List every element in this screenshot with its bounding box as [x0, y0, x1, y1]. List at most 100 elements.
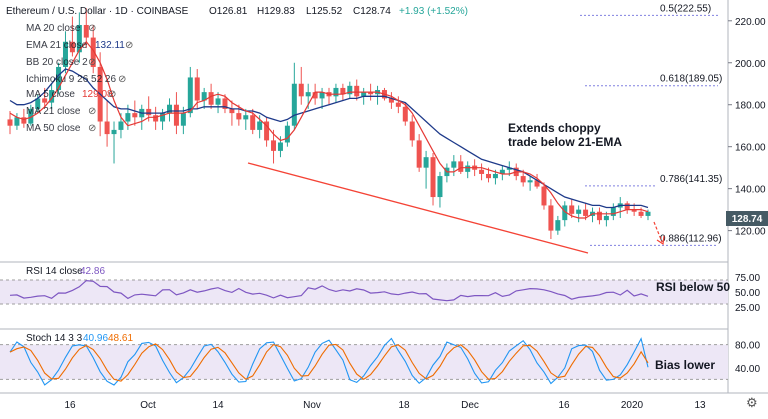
rsi-note: RSI below 50 — [656, 280, 730, 294]
ohlc-change: +1.93 (+1.52%) — [399, 6, 468, 17]
ohlc-open: O126.81 — [209, 6, 248, 17]
stoch-band — [0, 344, 728, 380]
time-tick-label: Oct — [140, 400, 156, 411]
time-tick-label: 2020 — [621, 400, 644, 411]
candle-body — [333, 87, 339, 97]
legend-label: BB 20 close 2 — [26, 57, 88, 68]
candle-body — [354, 85, 360, 97]
candle-body — [229, 108, 235, 114]
candle-body — [437, 176, 443, 198]
candle-body — [548, 205, 554, 231]
candle-body — [583, 209, 589, 216]
candle-body — [222, 98, 228, 109]
stoch-note: Bias lower — [655, 358, 715, 372]
stoch-d-line — [9, 343, 649, 382]
candle-body — [479, 169, 485, 174]
candle-body — [153, 115, 159, 122]
candle-body — [291, 83, 297, 126]
candle-body — [645, 211, 651, 216]
candle-body — [458, 161, 464, 172]
candle-body — [284, 125, 290, 143]
candle-body — [146, 108, 152, 116]
candle-body — [111, 129, 117, 135]
candle-body — [596, 211, 602, 221]
price-tick-label: 180.00 — [735, 101, 766, 112]
price-tick-label: 200.00 — [735, 59, 766, 70]
indicator-lines — [9, 40, 665, 254]
time-tick-label: 14 — [212, 400, 224, 411]
candle-body — [576, 209, 582, 214]
candle-body — [562, 205, 568, 221]
ohlc-low: L125.52 — [306, 6, 343, 17]
eye-off-icon: ⊘ — [88, 106, 96, 117]
candle-body — [430, 157, 436, 198]
candle-body — [423, 157, 429, 168]
rsi-tick-label: 50.00 — [735, 288, 760, 299]
axes: 220.00 200.00 180.00 160.00 140.00 120.00 75.0… — [64, 17, 766, 411]
candle-body — [250, 115, 256, 130]
candle-body — [215, 98, 221, 105]
candle-body — [506, 167, 512, 170]
candle-body — [180, 113, 186, 126]
candle-body — [541, 186, 547, 206]
candle-body — [395, 102, 401, 107]
time-tick-label: 13 — [694, 400, 706, 411]
candle-body — [416, 140, 422, 168]
time-tick-label: Dec — [461, 400, 479, 411]
rsi-label: RSI 14 close — [26, 266, 83, 277]
candle-body — [35, 98, 41, 109]
candle-body — [132, 113, 138, 118]
candle-body — [534, 180, 540, 187]
candle-body — [264, 121, 270, 141]
time-tick-label: 18 — [398, 400, 410, 411]
fib-levels: 0.5(222.55) 0.618(189.05) 0.786(141.35) 0.8… — [580, 3, 722, 246]
legend-label: MA 50 close — [26, 123, 81, 134]
candle-body — [69, 41, 75, 53]
last-price-tag — [726, 211, 768, 226]
trend-note-line2: trade below 21-EMA — [508, 135, 622, 149]
candle-body — [603, 215, 609, 221]
candle-body — [42, 98, 48, 103]
candle-body — [118, 121, 124, 130]
down-arrow-head — [656, 235, 665, 246]
candle-body — [388, 98, 394, 103]
oscillators — [9, 279, 649, 386]
candle-body — [271, 140, 277, 151]
candle-body — [340, 87, 346, 95]
eye-off-icon: ⊘ — [88, 123, 96, 134]
legend-label: MA 20 close — [26, 23, 81, 34]
time-tick-label: 16 — [64, 400, 76, 411]
candle-body — [104, 121, 110, 135]
fib-label: 0.886(112.96) — [660, 233, 722, 244]
legend-label: MA 21 close — [26, 106, 81, 117]
candle-body — [187, 77, 193, 114]
candle-body — [201, 92, 207, 101]
stoch-k-line — [9, 337, 649, 386]
candle-body — [160, 113, 166, 122]
candle-body — [76, 24, 82, 53]
grid — [0, 0, 768, 394]
stoch-d-value: 48.61 — [108, 333, 133, 344]
gear-icon[interactable]: ⚙ — [746, 395, 758, 410]
candle-body — [167, 104, 172, 114]
ohlc-high: H129.83 — [257, 6, 295, 17]
candle-body — [520, 176, 526, 183]
eye-off-icon: ⊘ — [118, 74, 126, 85]
candle-body — [305, 92, 311, 97]
rsi-line — [9, 279, 649, 302]
candle-body — [90, 37, 96, 67]
candle-body — [492, 173, 498, 179]
price-tick-label: 140.00 — [735, 185, 766, 196]
down-arrow-shaft — [653, 221, 663, 243]
candle-body — [194, 77, 200, 101]
ma5-line — [9, 40, 649, 219]
candle-body — [361, 92, 367, 97]
candle-body — [624, 203, 630, 210]
candle-body — [451, 161, 457, 168]
candle-body — [402, 106, 408, 122]
candle-body — [7, 119, 13, 126]
candle-body — [56, 66, 62, 91]
candle-body — [409, 121, 415, 141]
candle-body — [257, 121, 263, 130]
rsi-value: 42.86 — [80, 266, 105, 277]
